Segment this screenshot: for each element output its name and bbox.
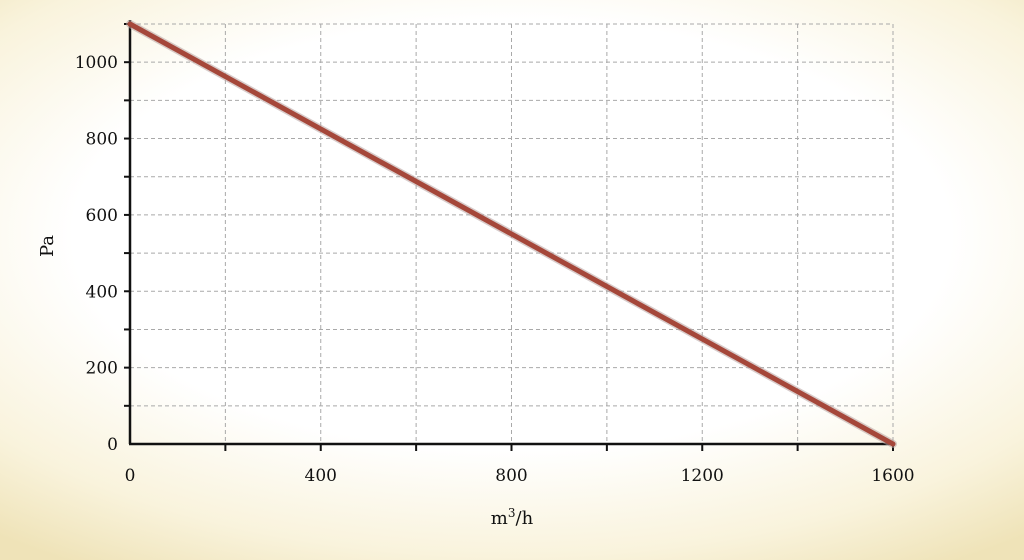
x-axis-title-superscript: 3: [508, 506, 516, 520]
y-axis-title: Pa: [37, 235, 58, 257]
x-tick-label: 0: [125, 466, 136, 486]
x-axis-title: m3/h: [491, 506, 534, 529]
y-tick-label: 0: [107, 435, 118, 455]
x-tick-label: 400: [305, 466, 337, 486]
x-tick-label: 800: [495, 466, 527, 486]
series-layer: [126, 20, 897, 448]
y-tick-label: 800: [86, 130, 118, 150]
y-tick-label: 1000: [75, 53, 118, 73]
x-tick-label: 1200: [681, 466, 724, 486]
y-tick-label: 400: [86, 282, 118, 302]
series-line: [127, 21, 896, 447]
ticks: 0 400 800 1200 1600 0 200 400 600 800 1000: [75, 23, 915, 486]
x-axis-title-suffix: /h: [516, 508, 534, 529]
x-tick-label: 1600: [871, 466, 914, 486]
grid: [130, 23, 894, 444]
y-tick-label: 600: [86, 206, 118, 226]
x-axis-title-base: m: [491, 508, 508, 529]
y-tick-label: 200: [86, 359, 118, 379]
